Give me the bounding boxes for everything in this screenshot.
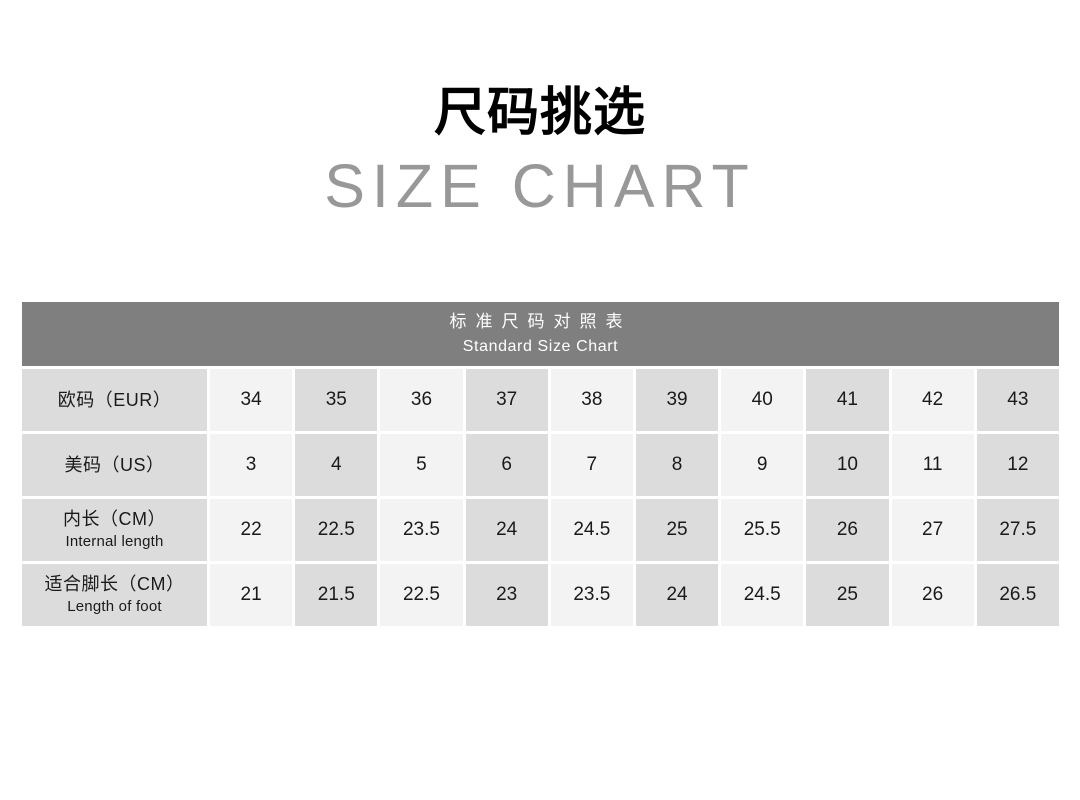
size-value-eur-6: 40	[721, 369, 804, 431]
size-value-internal-length-1: 22.5	[295, 499, 378, 561]
size-value-us-8: 11	[891, 434, 974, 496]
size-value-internal-length-5: 25	[635, 499, 719, 561]
row-label-cn: 美码（US）	[64, 454, 165, 475]
size-value-us-9: 12	[976, 434, 1059, 496]
size-chart-table: 标准尺码对照表 Standard Size Chart 欧码（EUR） 34 35 3…	[19, 299, 1062, 629]
size-value-eur-3: 37	[465, 369, 548, 431]
size-value-foot-length-3: 23	[465, 564, 548, 626]
size-value-internal-length-2: 23.5	[380, 499, 463, 561]
size-value-internal-length-3: 24	[465, 499, 548, 561]
page-subtitle: SIZE CHART	[324, 152, 756, 220]
size-value-foot-length-6: 24.5	[721, 564, 804, 626]
size-value-internal-length-0: 22	[210, 499, 293, 561]
size-value-us-5: 8	[635, 434, 719, 496]
size-value-us-3: 6	[465, 434, 548, 496]
size-value-internal-length-7: 26	[806, 499, 889, 561]
row-label-eur: 欧码（EUR）	[22, 369, 207, 431]
size-value-foot-length-0: 21	[210, 564, 293, 626]
size-value-us-6: 9	[721, 434, 804, 496]
row-label-cn: 内长（CM）	[63, 509, 166, 529]
size-value-internal-length-8: 27	[891, 499, 974, 561]
size-value-eur-5: 39	[635, 369, 719, 431]
row-label-us: 美码（US）	[22, 434, 207, 496]
size-value-eur-1: 35	[295, 369, 378, 431]
size-value-foot-length-7: 25	[806, 564, 889, 626]
table-header-title-cn: 标准尺码对照表	[449, 312, 632, 331]
page-title: 尺码挑选	[433, 84, 646, 142]
table-body: 欧码（EUR） 34 35 36 37 38 39 40 41 42 43 美码（US） 3 4 5 6 7 8 9…	[22, 369, 1059, 626]
size-value-eur-0: 34	[210, 369, 293, 431]
row-label-en: Length of foot	[67, 598, 162, 615]
size-value-us-7: 10	[806, 434, 889, 496]
size-value-foot-length-8: 26	[891, 564, 974, 626]
size-value-foot-length-4: 23.5	[550, 564, 633, 626]
table-header-title-en: Standard Size Chart	[462, 338, 619, 355]
size-value-eur-2: 36	[380, 369, 463, 431]
size-value-eur-8: 42	[891, 369, 974, 431]
size-value-us-0: 3	[210, 434, 293, 496]
size-value-foot-length-9: 26.5	[976, 564, 1059, 626]
size-value-us-2: 5	[380, 434, 463, 496]
size-value-foot-length-1: 21.5	[295, 564, 378, 626]
table-row-us: 美码（US） 3 4 5 6 7 8 9 10 11 12	[22, 434, 1059, 496]
size-value-us-1: 4	[295, 434, 378, 496]
size-value-us-4: 7	[550, 434, 633, 496]
size-value-internal-length-4: 24.5	[550, 499, 633, 561]
row-label-cn: 欧码（EUR）	[57, 389, 172, 410]
size-value-eur-9: 43	[976, 369, 1059, 431]
table-header-cell: 标准尺码对照表 Standard Size Chart	[22, 302, 1059, 366]
row-label-foot-length: 适合脚长（CM） Length of foot	[22, 564, 207, 626]
table-row-eur: 欧码（EUR） 34 35 36 37 38 39 40 41 42 43	[22, 369, 1059, 431]
size-value-internal-length-6: 25.5	[721, 499, 804, 561]
size-value-foot-length-2: 22.5	[380, 564, 463, 626]
size-value-internal-length-9: 27.5	[976, 499, 1059, 561]
table-row-internal-length: 内长（CM） Internal length 22 22.5 23.5 24 24.5 25 2…	[22, 499, 1059, 561]
size-value-eur-4: 38	[550, 369, 633, 431]
row-label-en: Internal length	[65, 533, 164, 550]
row-label-internal-length: 内长（CM） Internal length	[22, 499, 207, 561]
size-value-foot-length-5: 24	[635, 564, 719, 626]
row-label-cn: 适合脚长（CM）	[44, 574, 185, 594]
size-value-eur-7: 41	[806, 369, 889, 431]
table-header-row: 标准尺码对照表 Standard Size Chart	[22, 302, 1059, 366]
table-row-foot-length: 适合脚长（CM） Length of foot 21 21.5 22.5 23 23.5 24…	[22, 564, 1059, 626]
